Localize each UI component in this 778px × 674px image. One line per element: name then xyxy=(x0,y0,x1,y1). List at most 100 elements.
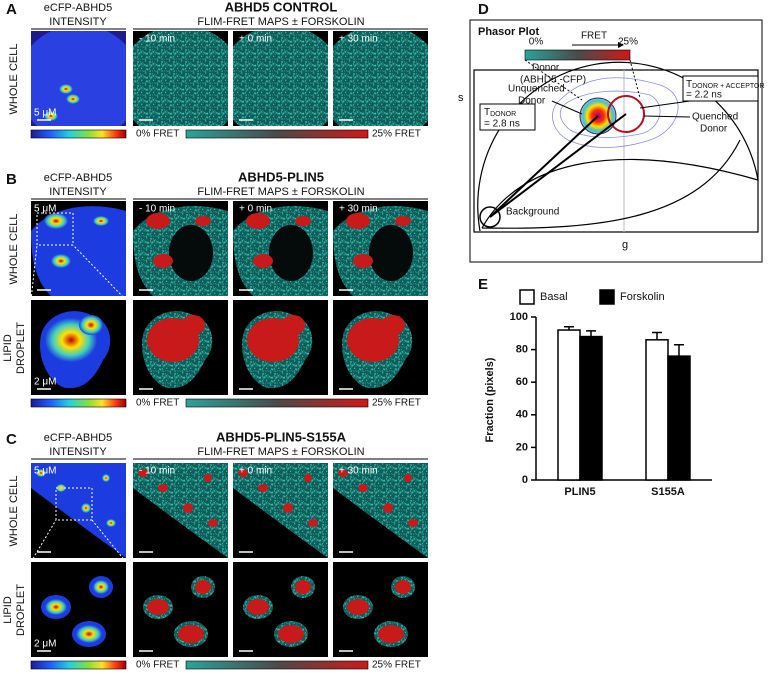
blob xyxy=(281,315,305,335)
intensity-title: eCFP-ABHD5 xyxy=(44,2,112,14)
fret-max: 25% xyxy=(618,37,638,48)
blob xyxy=(45,599,67,615)
panel-title: ABHD5-PLIN5 xyxy=(238,169,324,184)
panel-letter: A xyxy=(6,1,17,18)
legend-swatch xyxy=(599,289,615,305)
x-tick-label: PLIN5 xyxy=(564,486,595,498)
fret-max: 25% FRET xyxy=(372,398,421,409)
blob xyxy=(408,519,418,527)
panel-letter: E xyxy=(478,276,488,293)
fret-min: 0% xyxy=(529,37,544,48)
bar xyxy=(579,335,603,481)
fret-min: 0% FRET xyxy=(136,398,179,409)
time-label: - 10 min xyxy=(139,466,175,477)
micrograph xyxy=(31,201,126,296)
time-label: + 30 min xyxy=(339,466,378,477)
blob xyxy=(204,474,212,482)
micrograph xyxy=(233,31,328,126)
arrowhead xyxy=(618,42,624,48)
time-label: - 10 min xyxy=(139,34,175,45)
blob xyxy=(76,625,102,643)
legend-swatch xyxy=(519,289,535,305)
panel-subtitle: FLIM-FRET MAPS ± FORSKOLIN xyxy=(197,446,364,458)
y-tick-label: 40 xyxy=(516,409,528,421)
blob xyxy=(146,213,170,229)
error-bar xyxy=(674,343,684,357)
blob xyxy=(79,315,103,335)
g-axis: g xyxy=(622,239,628,251)
blob xyxy=(44,213,68,229)
row-label: WHOLE CELL xyxy=(8,214,20,285)
row-label: DROPLET xyxy=(15,584,27,636)
zoom-line xyxy=(91,519,127,563)
micrograph xyxy=(133,201,228,296)
time-label: + 0 min xyxy=(239,34,272,45)
tau-box xyxy=(479,103,536,131)
panel-subtitle: FLIM-FRET MAPS ± FORSKOLIN xyxy=(197,186,364,198)
blob xyxy=(93,580,109,594)
dash xyxy=(629,59,641,99)
blob xyxy=(51,254,71,268)
pointer xyxy=(551,100,583,115)
y-axis-label: Fraction (pixels) xyxy=(484,357,496,442)
y-tick-label: 20 xyxy=(516,441,528,453)
micrograph xyxy=(333,463,428,558)
legend-label: Forskolin xyxy=(620,291,665,303)
blob xyxy=(208,519,218,527)
blob xyxy=(404,474,412,482)
zoom-line xyxy=(72,244,127,301)
blob xyxy=(66,94,80,104)
fret-max: 25% FRET xyxy=(372,129,421,140)
blob xyxy=(383,503,393,513)
blob xyxy=(338,469,348,477)
contour xyxy=(559,90,661,138)
row-label: WHOLE CELL xyxy=(8,44,20,115)
phasor-panel: D Phasor Plot FRET 0% 25% Donor (ABHD5 -… xyxy=(458,1,765,263)
tau-value: = 2.2 ns xyxy=(686,90,722,101)
quenched-label: Quenched xyxy=(692,112,738,123)
zoom-line xyxy=(30,519,57,563)
blob xyxy=(308,519,318,527)
blob xyxy=(283,503,293,513)
line xyxy=(489,115,599,218)
bar xyxy=(557,329,581,481)
blob xyxy=(183,503,193,513)
blob xyxy=(158,484,168,492)
tau-sub: DONOR + ACCEPTOR xyxy=(692,83,764,90)
time-label: + 30 min xyxy=(339,204,378,215)
blob xyxy=(195,580,211,594)
blob xyxy=(378,625,404,643)
tau-box xyxy=(682,75,759,102)
tau-donor: TDONOR xyxy=(484,107,516,118)
blob xyxy=(195,216,211,226)
row-label: WHOLE CELL xyxy=(8,476,20,547)
time-label: + 30 min xyxy=(339,34,378,45)
scale-label: 5 μM xyxy=(34,466,56,477)
frame xyxy=(469,19,763,263)
cell xyxy=(133,31,228,126)
unquenched-label: Donor xyxy=(518,96,546,107)
tau-symbol: T xyxy=(686,79,692,90)
y-tick-label: 60 xyxy=(516,376,528,388)
blob xyxy=(44,111,58,121)
bar xyxy=(645,339,669,481)
blob xyxy=(395,580,411,594)
intensity-colorbar xyxy=(30,398,127,408)
scale-label: 5 μM xyxy=(34,108,56,119)
nucleus xyxy=(369,225,413,281)
blob xyxy=(258,484,268,492)
blob xyxy=(304,474,312,482)
fret-min: 0% FRET xyxy=(136,660,179,671)
fret-max: 25% FRET xyxy=(372,660,421,671)
panel-letter: B xyxy=(6,171,17,188)
micrograph xyxy=(233,463,328,558)
intensity-title: INTENSITY xyxy=(49,186,107,198)
row-label: LIPID xyxy=(2,334,14,362)
zoom-line xyxy=(30,244,38,301)
contour xyxy=(552,77,679,148)
blob xyxy=(181,315,205,335)
quenched-label: Donor xyxy=(700,124,728,135)
blob xyxy=(295,580,311,594)
micrograph xyxy=(133,300,228,395)
